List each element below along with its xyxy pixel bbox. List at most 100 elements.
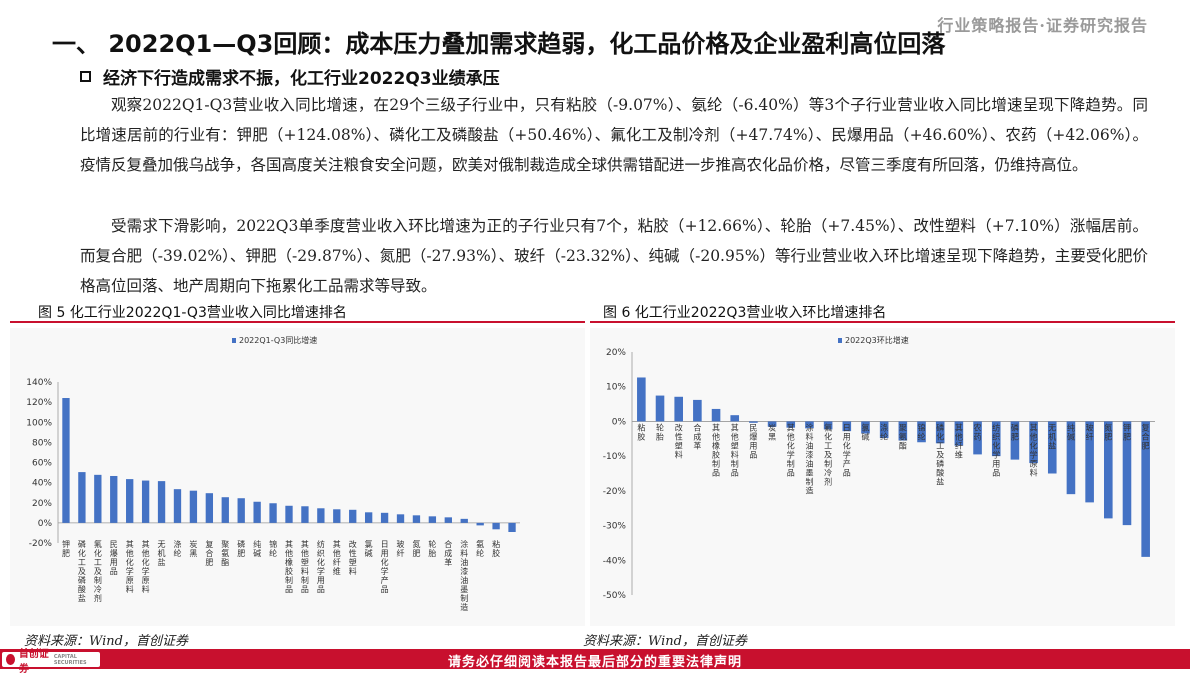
bar-其他橡胶制品 <box>301 506 309 523</box>
y-tick-label: -10% <box>603 452 627 462</box>
x-tick-label: 纯碱 <box>253 539 261 558</box>
bar-磷肥 <box>1010 421 1020 460</box>
footer-disclaimer[interactable]: 请务必仔细阅读本报告最后部分的重要法律声明 <box>447 655 742 670</box>
x-tick-label: 氮肥 <box>1104 422 1112 441</box>
y-tick-label: -30% <box>603 522 627 532</box>
figure-5-source: 资料来源：Wind，首创证券 <box>24 634 188 649</box>
x-tick-label: 聚氨酯 <box>221 540 229 567</box>
section-title: 一、 2022Q1—Q3回顾：成本压力叠加需求趋弱，化工品价格及企业盈利高位回落 <box>52 30 946 58</box>
bar-日用化学产品 <box>396 514 405 523</box>
x-tick-label: 涤纶 <box>880 422 888 441</box>
bar-其他化学原料 <box>1029 421 1038 464</box>
y-tick-label: 20% <box>32 499 52 509</box>
x-tick-label: 民爆用品 <box>749 423 757 459</box>
x-tick-label: 涂料油漆油墨制造 <box>805 422 813 495</box>
x-tick-label: 合成革 <box>444 539 452 567</box>
chart-fig6-qoq-growth: -50% -40% -30% -20% -10% 0% 10% 20% 2022Q3环比增速粘胶… <box>590 328 1175 626</box>
figure-6-caption: 图 6 化工行业2022Q3营业收入环比增速排名 <box>603 305 887 321</box>
bar-其他化学原料 <box>157 481 166 523</box>
x-tick-label: 其他化学原料 <box>142 540 150 594</box>
x-tick-label: 磷化工及磷酸盐 <box>936 422 944 486</box>
x-tick-label: 其他化学原料 <box>126 540 134 594</box>
x-tick-label: 日用化学产品 <box>381 540 389 594</box>
header-brand: 行业策略报告·证券研究报告 <box>937 16 1148 35</box>
bar-氮肥 <box>1104 421 1113 519</box>
x-tick-label: 纺织化学用品 <box>317 539 325 594</box>
bar-其他塑料制品 <box>730 415 740 422</box>
figure-5-caption: 图 5 化工行业2022Q1-Q3营业收入同比增速排名 <box>38 305 347 321</box>
bar-磷化工及磷酸盐 <box>78 472 86 523</box>
bar-涤纶 <box>879 421 889 439</box>
figure-6-source: 资料来源：Wind，首创证券 <box>583 634 747 649</box>
bar-钾肥 <box>62 398 70 523</box>
subsection-title: 经济下行造成需求不振，化工行业2022Q3业绩承压 <box>103 69 500 89</box>
x-tick-label: 钾肥 <box>1123 423 1131 441</box>
bar-轮胎 <box>655 395 665 422</box>
x-tick-label: 氯碱 <box>365 539 373 558</box>
y-tick-label: 120% <box>26 398 52 408</box>
bar-涤纶 <box>189 490 198 523</box>
x-tick-label: 合成革 <box>693 422 701 450</box>
x-tick-label: 氟化工及制冷剂 <box>824 422 832 486</box>
x-tick-label: 其他塑料制品 <box>301 540 309 594</box>
bar-改性塑料 <box>674 396 683 422</box>
x-tick-label: 氮肥 <box>412 539 420 558</box>
bar-纺织化学用品 <box>333 509 341 523</box>
bar-其他纤维 <box>349 509 357 523</box>
paragraph-1: 观察2022Q1-Q3营业收入同比增速，在29个三级子行业中，只有粘胶（-9.0… <box>80 96 1148 174</box>
x-tick-label: 磷化工及磷酸盐 <box>78 539 86 603</box>
x-tick-label: 民爆用品 <box>110 540 118 576</box>
bar-粘胶 <box>637 377 646 422</box>
bar-氮肥 <box>428 516 437 523</box>
legend-label: 2022Q1-Q3同比增速 <box>239 335 317 345</box>
legend-swatch <box>838 338 842 343</box>
x-tick-label: 玻纤 <box>397 539 405 558</box>
legend-swatch <box>232 338 236 343</box>
y-tick-label: 10% <box>606 383 626 393</box>
chart-fig5-yoy-growth: -20% 0% 20% 40% 60% 80% 100% 120% 140% 2022Q1-Q3同… <box>10 328 585 626</box>
x-tick-label: 磷肥 <box>237 539 245 558</box>
x-tick-label: 玻纤 <box>1086 422 1094 441</box>
bar-合成革 <box>460 518 468 523</box>
chart-background <box>590 328 1175 626</box>
y-tick-label: 100% <box>26 418 52 428</box>
y-tick-label: 140% <box>26 378 52 388</box>
bar-合成革 <box>693 399 702 422</box>
bar-无机盐 <box>1047 421 1057 474</box>
bar-炭黑 <box>767 421 777 427</box>
y-tick-label: -20% <box>29 539 53 549</box>
bar-钾肥 <box>1122 421 1132 526</box>
x-tick-label: 钾肥 <box>62 540 70 558</box>
bar-其他化学制品 <box>786 421 796 428</box>
x-tick-label: 纯碱 <box>1067 422 1075 441</box>
bar-炭黑 <box>205 493 214 523</box>
logo-en-text: CAPITAL SECURITIES <box>53 653 87 666</box>
bar-玻纤 <box>412 515 421 523</box>
y-tick-label: -40% <box>603 556 627 566</box>
footer-logo: 首创证券 CAPITAL SECURITIES <box>2 649 100 675</box>
footer-bar: 请务必仔细阅读本报告最后部分的重要法律声明 <box>0 649 1190 670</box>
bar-氨纶 <box>492 522 500 530</box>
bar-轮胎 <box>444 517 452 523</box>
bar-其他橡胶制品 <box>711 408 721 422</box>
bar-氟化工及制冷剂 <box>94 474 102 523</box>
bar-复合肥 <box>221 497 229 523</box>
bar-聚氨酯 <box>898 421 908 441</box>
x-tick-label: 粘胶 <box>492 539 500 558</box>
x-tick-label: 炭黑 <box>189 540 197 558</box>
x-tick-label: 其他纤维 <box>333 540 341 576</box>
x-tick-label: 氨纶 <box>476 539 484 558</box>
x-tick-label: 其他橡胶制品 <box>712 423 720 477</box>
logo-text: 首创证券 <box>18 648 49 675</box>
bar-磷化工及磷酸盐 <box>935 421 945 444</box>
x-tick-label: 复合肥 <box>205 539 213 567</box>
legend-label: 2022Q3环比增速 <box>845 335 909 345</box>
x-tick-label: 无机盐 <box>1048 423 1056 450</box>
x-tick-label: 粘胶 <box>637 422 645 441</box>
bar-民爆用品 <box>749 421 758 423</box>
x-tick-label: 复合肥 <box>1142 422 1150 450</box>
x-tick-label: 锦纶 <box>269 539 277 558</box>
bar-纺织化学用品 <box>991 421 1001 457</box>
bar-复合肥 <box>1141 421 1150 557</box>
chart-background <box>10 328 585 626</box>
